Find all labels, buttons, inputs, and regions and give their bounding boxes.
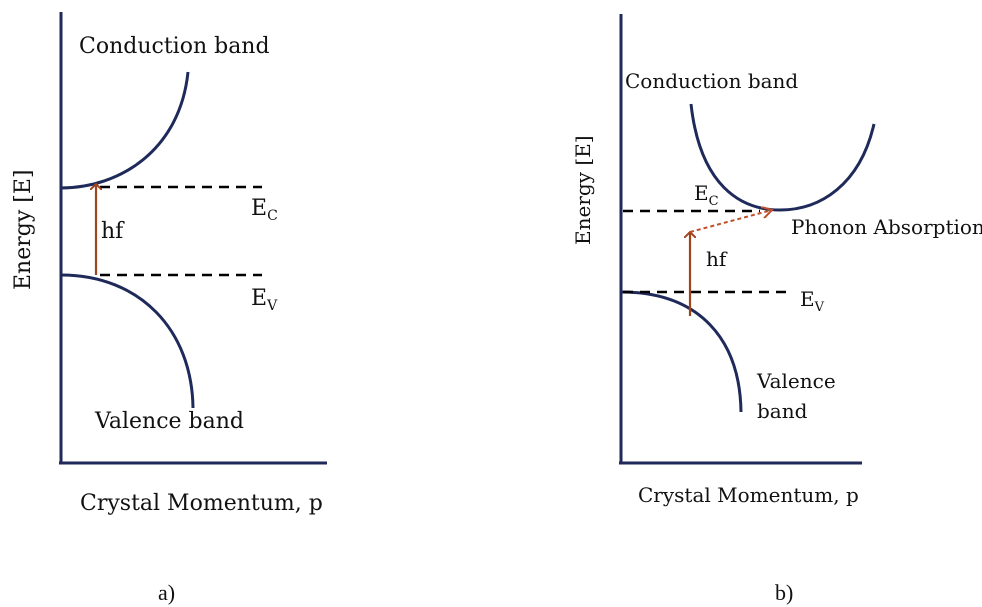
panel-b-ev-label: EV (800, 287, 825, 315)
panel-b-valence-band-label-line2: band (757, 399, 808, 423)
panel-b-valence-band-curve (620, 290, 743, 413)
panel-a-caption: a) (158, 580, 175, 605)
panel-a: Conduction band Valence band hf EC EV En… (11, 12, 327, 605)
panel-b-photon-label: hf (706, 247, 728, 271)
panel-b-y-axis-label: Energy [E] (571, 135, 595, 245)
panel-b: Conduction band Valence band hf Phonon A… (571, 14, 982, 605)
panel-a-valence-band-label: Valence band (94, 409, 244, 434)
panel-a-valence-band-curve (60, 273, 195, 409)
panel-a-conduction-band-curve (60, 71, 190, 190)
panel-a-x-axis-label: Crystal Momentum, p (80, 491, 323, 516)
panel-a-ec-label: EC (251, 196, 278, 224)
panel-a-ev-label: EV (251, 286, 278, 314)
panel-a-conduction-band-label: Conduction band (79, 34, 270, 59)
panel-b-phonon-arrow (689, 210, 772, 233)
panel-b-caption: b) (775, 580, 793, 605)
panel-b-conduction-band-label: Conduction band (625, 69, 798, 93)
panel-b-valence-band-label-line1: Valence (756, 369, 836, 393)
panel-b-x-axis-label: Crystal Momentum, p (638, 483, 859, 507)
panel-b-phonon-absorption-label: Phonon Absorption (791, 215, 982, 239)
panel-a-photon-label: hf (101, 219, 125, 244)
panel-b-ec-label: EC (694, 181, 719, 209)
panel-a-y-axis-label: Energy [E] (11, 170, 36, 291)
panel-b-conduction-band-curve (689, 103, 876, 212)
